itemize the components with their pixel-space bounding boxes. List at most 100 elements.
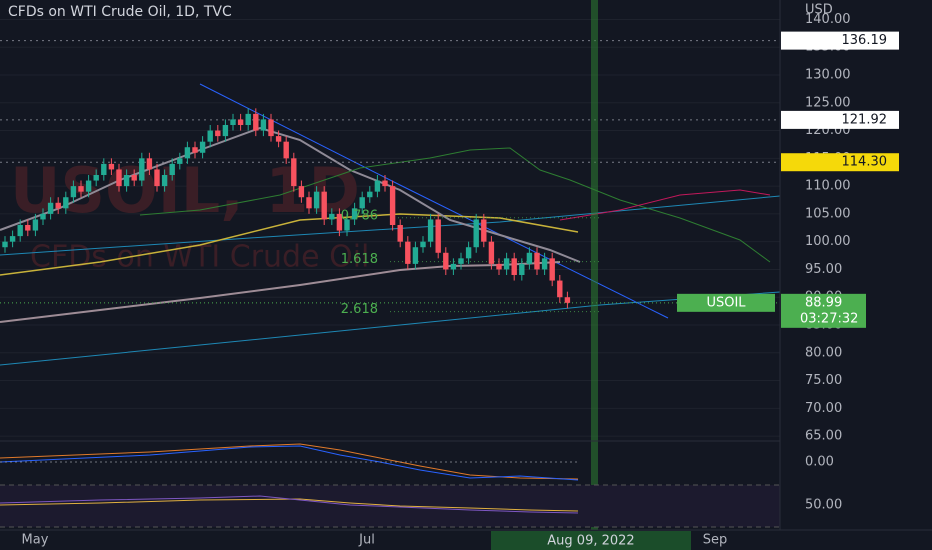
candle-body xyxy=(253,113,259,131)
candle-body xyxy=(222,125,229,137)
candle-body xyxy=(2,241,8,248)
y-tick-label: 140.00 xyxy=(805,12,851,27)
candle-body xyxy=(268,119,274,137)
countdown-label: 03:27:32 xyxy=(800,311,858,326)
candle-body xyxy=(329,213,335,220)
candle-body xyxy=(154,169,160,187)
candle-body xyxy=(313,191,320,209)
crosshair-date: Aug 09, 2022 xyxy=(547,534,634,549)
y-tick-label: 125.00 xyxy=(805,95,851,110)
candles xyxy=(2,108,571,309)
candle-body xyxy=(336,213,343,231)
candle-body xyxy=(298,186,305,198)
symbol-box xyxy=(677,293,775,312)
candle-body xyxy=(184,147,191,159)
candle-body xyxy=(397,225,403,242)
candle-body xyxy=(511,258,517,275)
candle-body xyxy=(541,258,548,270)
y-tick-label: 100.00 xyxy=(805,234,851,249)
time-axis xyxy=(0,530,932,550)
candle-body xyxy=(526,252,533,264)
candle-body xyxy=(32,219,39,231)
candle-body xyxy=(435,219,441,253)
candle-body xyxy=(519,263,525,275)
trend-line xyxy=(0,195,781,256)
price-marker-label: 136.19 xyxy=(842,33,888,48)
candle-body xyxy=(199,141,206,153)
candle-body xyxy=(420,241,426,248)
y-tick-label: 105.00 xyxy=(805,206,851,221)
candle-body xyxy=(359,197,365,209)
y-tick-label: 75.00 xyxy=(805,373,842,388)
grid xyxy=(0,18,780,437)
y-tick-label: 110.00 xyxy=(805,179,851,194)
candle-body xyxy=(25,225,31,231)
symbol-label: USOIL xyxy=(706,295,746,310)
candle-body xyxy=(473,219,479,248)
oscillator-signal xyxy=(0,498,579,512)
candle-body xyxy=(108,163,115,170)
candle-body xyxy=(131,175,137,181)
x-tick-label: Sep xyxy=(703,533,728,548)
trend-line xyxy=(199,83,669,319)
x-tick-label: May xyxy=(22,533,49,548)
candle-body xyxy=(85,180,92,192)
candle-body xyxy=(275,136,282,142)
candle-body xyxy=(245,113,251,125)
candle-body xyxy=(192,147,198,153)
y-tick-label: 65.00 xyxy=(805,429,842,444)
axis-unit: USD xyxy=(805,3,833,18)
candle-body xyxy=(412,247,419,264)
candle-body xyxy=(70,186,77,198)
candle-body xyxy=(123,175,130,187)
indicator-tick-label: 0.00 xyxy=(805,455,834,470)
candle-body xyxy=(139,158,145,181)
candle-body xyxy=(101,163,107,175)
trend-line xyxy=(0,291,781,366)
candle-body xyxy=(283,141,289,159)
oscillator-band xyxy=(0,485,780,527)
candle-body xyxy=(47,202,54,214)
candle-body xyxy=(405,241,411,264)
candle-body xyxy=(55,202,61,209)
y-tick-label: 80.00 xyxy=(805,345,842,360)
last-price-label: 88.99 xyxy=(805,295,842,310)
candle-body xyxy=(230,119,236,125)
crosshair xyxy=(591,0,598,530)
candle-body xyxy=(260,119,267,131)
levels xyxy=(0,40,780,313)
ichimoku xyxy=(559,189,771,221)
price-marker-label: 114.30 xyxy=(842,155,888,170)
candle-body xyxy=(344,219,350,231)
candle-body xyxy=(503,258,510,270)
candle-body xyxy=(93,175,99,181)
crosshair-date-box xyxy=(491,531,691,550)
y-tick-label: 130.00 xyxy=(805,68,851,83)
y-tick-label: 95.00 xyxy=(805,262,842,277)
candle-body xyxy=(17,225,23,237)
candle-body xyxy=(78,186,84,192)
candle-body xyxy=(367,191,373,198)
price-marker xyxy=(781,110,899,129)
macd-line xyxy=(0,445,579,481)
candle-body xyxy=(382,180,388,187)
candle-body xyxy=(389,186,396,225)
candle-body xyxy=(351,208,358,220)
candle-body xyxy=(116,169,122,187)
fib-label: 1.618 xyxy=(341,252,378,267)
candle-body xyxy=(63,197,69,209)
candle-body xyxy=(215,130,221,137)
candle-body xyxy=(374,180,381,192)
indicator-tick-label: 50.00 xyxy=(805,498,842,513)
candle-body xyxy=(488,241,495,264)
candle-body xyxy=(40,213,46,220)
candle-body xyxy=(549,258,555,281)
moving-average xyxy=(0,126,581,263)
candle-body xyxy=(458,258,464,264)
candle-body xyxy=(169,163,175,175)
ichimoku xyxy=(139,147,771,263)
candle-body xyxy=(306,197,312,209)
candle-body xyxy=(481,219,487,242)
fib-label: 0.786 xyxy=(341,208,378,223)
chart-title: CFDs on WTI Crude Oil, 1D, TVC xyxy=(8,4,232,20)
